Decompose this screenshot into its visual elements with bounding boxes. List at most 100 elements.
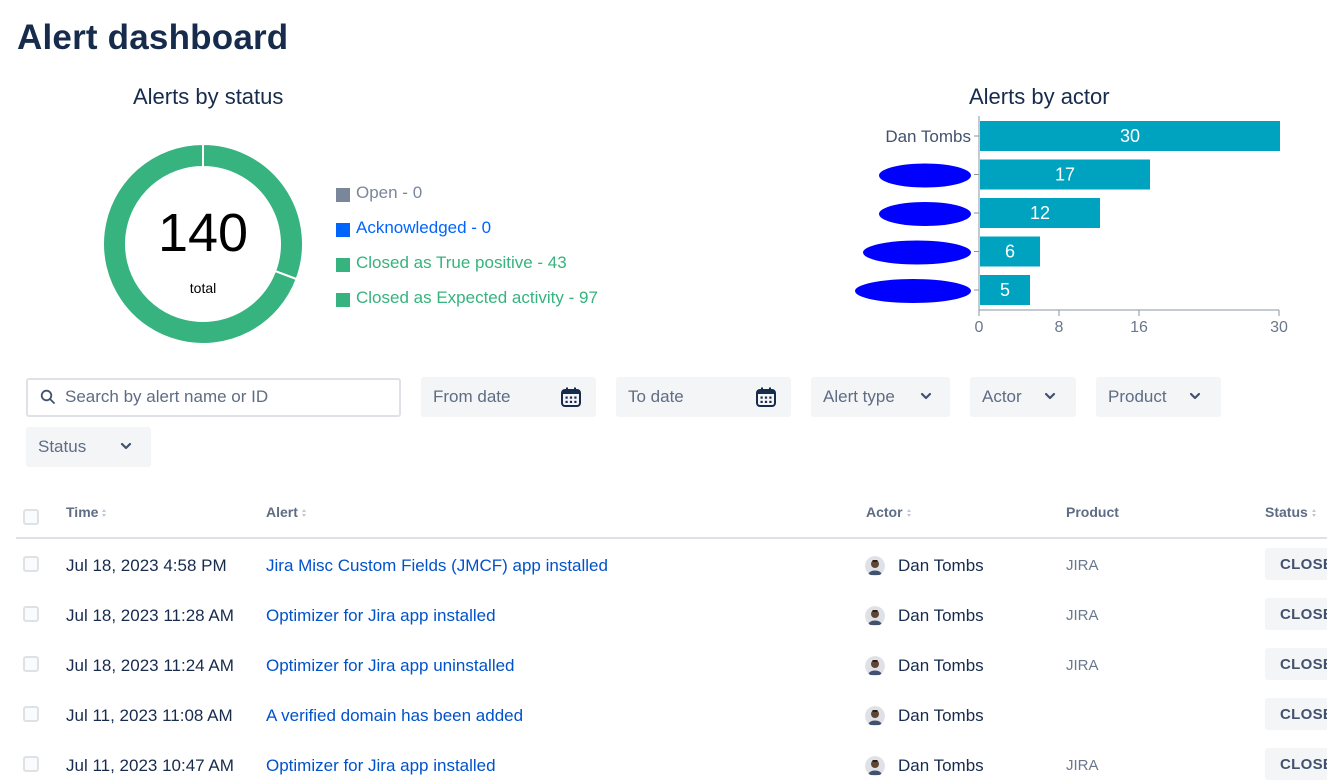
sort-icon xyxy=(102,509,107,518)
status-dropdown[interactable]: Status xyxy=(26,427,151,467)
redaction-mark xyxy=(863,240,971,265)
product-dropdown[interactable]: Product xyxy=(1096,377,1221,417)
cell-actor: Dan Tombs xyxy=(898,656,984,675)
redaction-mark xyxy=(855,279,971,303)
bar-value-label: 17 xyxy=(1055,165,1075,185)
from-date-label: From date xyxy=(433,387,511,406)
status-badge[interactable]: CLOSED xyxy=(1265,548,1327,580)
donut-slice-closed-as-expected-activity[interactable] xyxy=(103,144,298,344)
bar-value-label: 5 xyxy=(1000,280,1010,300)
actor-dropdown[interactable]: Actor xyxy=(970,377,1076,417)
calendar-icon xyxy=(756,387,776,407)
actor-filter-label: Actor xyxy=(982,387,1022,406)
select-all-checkbox[interactable] xyxy=(23,509,39,525)
donut-svg xyxy=(103,144,303,344)
actor-bar[interactable] xyxy=(980,198,1100,228)
calendar-icon xyxy=(561,387,581,407)
legend-label: Closed as True positive - 43 xyxy=(356,253,567,272)
chevron-down-icon xyxy=(1189,392,1201,400)
sort-icon xyxy=(301,509,306,518)
status-donut-chart: 140 total xyxy=(103,144,303,344)
bar-value-label: 30 xyxy=(1120,126,1140,146)
avatar xyxy=(865,706,885,726)
column-header-alert[interactable]: Alert xyxy=(266,504,307,520)
x-tick-label: 0 xyxy=(975,319,984,336)
bar-value-label: 12 xyxy=(1030,203,1050,223)
legend-swatch xyxy=(336,258,350,272)
status-chart-title: Alerts by status xyxy=(133,84,284,109)
alert-link[interactable]: A verified domain has been added xyxy=(266,706,524,725)
table-row: Jul 11, 2023 10:47 AM Optimizer for Jira … xyxy=(0,740,1327,782)
avatar xyxy=(865,556,885,576)
sort-icon xyxy=(906,509,911,518)
legend-swatch xyxy=(336,223,350,237)
cell-actor: Dan Tombs xyxy=(898,706,984,725)
status-filter-label: Status xyxy=(38,437,87,456)
chevron-down-icon xyxy=(1044,392,1056,400)
actor-chart-title: Alerts by actor xyxy=(969,84,1110,109)
row-checkbox[interactable] xyxy=(23,656,39,672)
chevron-down-icon xyxy=(920,392,932,400)
status-badge[interactable]: CLOSED xyxy=(1265,698,1327,730)
alert-link[interactable]: Optimizer for Jira app uninstalled xyxy=(266,656,515,675)
status-badge[interactable]: CLOSED xyxy=(1265,598,1327,630)
column-header-product: Product xyxy=(1066,504,1119,520)
search-input[interactable] xyxy=(65,387,385,407)
row-checkbox[interactable] xyxy=(23,706,39,722)
row-checkbox[interactable] xyxy=(23,756,39,772)
to-date-picker[interactable]: To date xyxy=(616,377,791,417)
cell-time: Jul 11, 2023 10:47 AM xyxy=(66,756,234,775)
donut-total-value: 140 xyxy=(157,203,249,263)
actor-bar[interactable] xyxy=(980,159,1150,190)
product-filter-label: Product xyxy=(1108,387,1167,406)
redaction-mark xyxy=(879,163,971,188)
alert-link[interactable]: Jira Misc Custom Fields (JMCF) app insta… xyxy=(266,556,608,575)
chevron-down-icon xyxy=(120,442,132,450)
y-tick-label: Dan Tombs xyxy=(885,127,971,146)
table-row: Jul 11, 2023 11:08 AM A verified domain h… xyxy=(0,690,1327,740)
table-row: Jul 18, 2023 11:24 AM Optimizer for Jira … xyxy=(0,640,1327,690)
sort-icon xyxy=(1311,509,1316,518)
x-tick-label: 30 xyxy=(1270,319,1288,336)
cell-product: JIRA xyxy=(1066,557,1099,574)
cell-actor: Dan Tombs xyxy=(898,606,984,625)
alert-type-label: Alert type xyxy=(823,387,895,406)
legend-label: Acknowledged - 0 xyxy=(356,218,492,237)
legend-label: Closed as Expected activity - 97 xyxy=(356,288,598,307)
avatar xyxy=(865,656,885,676)
column-header-actor[interactable]: Actor xyxy=(866,504,912,520)
table-row: Jul 18, 2023 11:28 AM Optimizer for Jira … xyxy=(0,590,1327,640)
to-date-label: To date xyxy=(628,387,684,406)
legend-swatch xyxy=(336,293,350,307)
alert-link[interactable]: Optimizer for Jira app installed xyxy=(266,606,496,625)
actor-bar[interactable] xyxy=(980,275,1030,305)
alert-type-dropdown[interactable]: Alert type xyxy=(811,377,950,417)
status-badge[interactable]: CLOSED xyxy=(1265,648,1327,680)
search-box[interactable] xyxy=(26,378,401,417)
cell-actor: Dan Tombs xyxy=(898,756,984,775)
actor-bar[interactable] xyxy=(980,236,1040,267)
column-header-status[interactable]: Status xyxy=(1265,504,1317,520)
x-tick-label: 16 xyxy=(1130,319,1148,336)
status-badge-label: CLOSED xyxy=(1280,756,1327,773)
bar-value-label: 6 xyxy=(1005,242,1015,262)
status-badge-label: CLOSED xyxy=(1280,706,1327,723)
actor-bar[interactable] xyxy=(980,121,1280,151)
legend-label: Open - 0 xyxy=(356,183,423,202)
row-checkbox[interactable] xyxy=(23,606,39,622)
page-title: Alert dashboard xyxy=(17,18,289,57)
avatar xyxy=(865,606,885,626)
cell-actor: Dan Tombs xyxy=(898,556,984,575)
avatar xyxy=(865,756,885,776)
status-badge-label: CLOSED xyxy=(1280,656,1327,673)
from-date-picker[interactable]: From date xyxy=(421,377,596,417)
row-checkbox[interactable] xyxy=(23,556,39,572)
status-badge-label: CLOSED xyxy=(1280,556,1327,573)
legend-swatch xyxy=(336,188,350,202)
status-badge-label: CLOSED xyxy=(1280,606,1327,623)
column-header-time[interactable]: Time xyxy=(66,504,107,520)
alert-link[interactable]: Optimizer for Jira app installed xyxy=(266,756,496,775)
status-badge[interactable]: CLOSED xyxy=(1265,748,1327,780)
cell-time: Jul 18, 2023 4:58 PM xyxy=(66,556,227,575)
